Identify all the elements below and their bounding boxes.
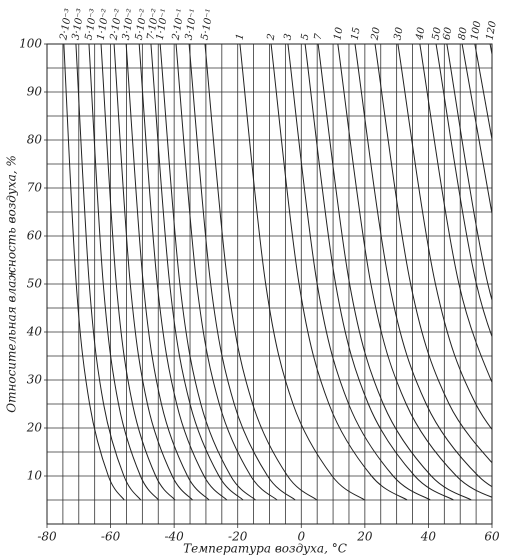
y-tick-label: 40 — [26, 325, 43, 339]
x-tick-label: 40 — [420, 530, 437, 544]
curve-label: 80 — [457, 26, 470, 41]
humidity-curve — [354, 44, 492, 488]
curve-label: 3 — [283, 33, 295, 41]
curve-label: 3·10⁻² — [121, 8, 137, 41]
humidity-curve — [63, 44, 125, 501]
curve-label: 40 — [414, 26, 427, 42]
curves — [63, 44, 492, 501]
x-tick-label: -20 — [228, 530, 248, 544]
y-tick-label: 10 — [27, 469, 43, 483]
x-tick-label: 60 — [484, 530, 500, 544]
humidity-curve — [374, 44, 492, 464]
humidity-curve — [175, 44, 278, 501]
x-axis-label: Температура воздуха, °С — [183, 542, 347, 556]
curve-label: 20 — [369, 26, 382, 42]
curve-label: 5 — [300, 33, 312, 41]
y-tick-label: 70 — [27, 181, 43, 195]
humidity-curve — [287, 44, 431, 501]
humidity-curve — [304, 44, 454, 501]
curve-label: 1·10⁻¹ — [155, 8, 171, 41]
y-tick-label: 80 — [27, 133, 43, 147]
humidity-curve — [435, 44, 492, 339]
humidity-curve — [150, 44, 244, 501]
curve-label: 3·10⁻¹ — [184, 8, 200, 41]
curve-label: 10 — [332, 26, 345, 41]
curve-label: 3·10⁻³ — [71, 8, 87, 41]
curve-label: 5·10⁻³ — [84, 8, 100, 41]
humidity-curve — [397, 44, 492, 431]
y-tick-label: 20 — [26, 421, 43, 435]
curve-label: 30 — [392, 26, 405, 41]
x-tick-label: -80 — [37, 530, 57, 544]
humidity-curve — [474, 44, 492, 143]
curve-label: 5·10⁻² — [134, 8, 150, 41]
humidity-curve — [204, 44, 318, 501]
humidity-curve — [337, 44, 492, 498]
curve-label: 120 — [485, 20, 499, 41]
y-axis-label: Относительная влажность воздуха, % — [5, 155, 19, 413]
curve-label: 60 — [441, 26, 454, 41]
y-tick-label: 50 — [27, 277, 43, 291]
y-tick-label: 100 — [19, 37, 42, 51]
y-tick-label: 60 — [27, 229, 43, 243]
curve-label: 1 — [235, 33, 247, 41]
humidity-curve — [419, 44, 492, 384]
humidity-curve — [88, 44, 159, 501]
humidity-curve — [125, 44, 210, 501]
humidity-curve — [461, 44, 492, 217]
humidity-curve — [239, 44, 365, 501]
curve-label: 15 — [350, 27, 363, 41]
humidity-curve — [113, 44, 193, 501]
curve-label: 7·10⁻² — [146, 8, 162, 41]
humidity-curve — [159, 44, 256, 501]
curve-label: 100 — [469, 20, 483, 41]
x-tick-label: -40 — [164, 530, 184, 544]
y-tick-label: 30 — [27, 373, 43, 387]
humidity-curve — [270, 44, 408, 501]
x-tick-label: -60 — [101, 530, 121, 544]
curve-label: 1·10⁻² — [96, 8, 112, 41]
humidity-curve — [75, 44, 142, 501]
humidity-curve — [100, 44, 176, 501]
humidity-curve — [317, 44, 472, 501]
y-tick-label: 90 — [27, 85, 43, 99]
x-tick-label: 20 — [356, 530, 373, 544]
humidity-curve — [188, 44, 296, 501]
plot-frame — [46, 43, 493, 525]
curve-label: 2 — [265, 33, 277, 42]
x-tick-label: 0 — [297, 530, 305, 544]
humidity-curve — [138, 44, 228, 501]
curve-label: 5·10⁻¹ — [200, 8, 216, 41]
curve-label: 7 — [313, 32, 325, 41]
humidity-curve — [446, 44, 492, 302]
curve-label: 50 — [431, 26, 444, 41]
